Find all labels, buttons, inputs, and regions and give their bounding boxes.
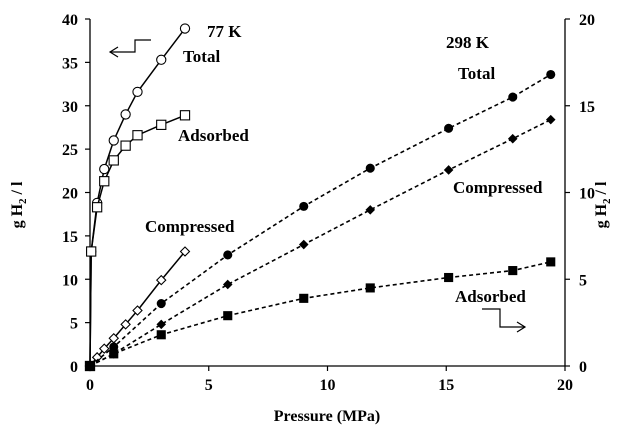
data-point-298k-compressed [545,114,556,125]
data-point-298k-adsorbed [508,266,518,276]
series-line-298k-compressed [89,118,552,367]
x-tick-label: 10 [320,377,336,394]
data-point-298k-total [444,123,454,133]
y-right-tick-label: 15 [579,99,595,116]
data-point-298k-adsorbed [546,257,556,267]
annotation-adsorbed-77k: Adsorbed [178,126,249,145]
data-point-298k-compressed [507,133,518,144]
data-point-298k-total [156,298,166,309]
data-point-77k-adsorbed [179,110,191,121]
y-axis-label-right: g H2 / l [593,181,613,228]
tick-labels: 0 5 10 15 20 0 5 10 15 20 25 30 35 40 0 5 10 15 20 [62,12,595,394]
y-left-tick-label: 15 [62,229,78,246]
data-point-298k-compressed [156,319,167,330]
data-point-77k-adsorbed [120,140,131,151]
y-axis-label-left-tail: / l [9,181,26,198]
series-layer [84,23,556,372]
y-axis-label-right-main: g H [593,203,610,228]
y-right-tick-label: 20 [579,12,595,29]
y-left-tick-label: 10 [62,272,78,289]
arrow-right-icon [482,308,527,333]
data-point-77k-total [99,163,110,175]
data-point-77k-compressed [120,319,131,330]
data-point-298k-compressed [365,205,376,215]
y-right-tick-label: 0 [579,359,587,376]
data-point-298k-compressed [222,279,233,290]
data-point-77k-adsorbed [156,119,167,130]
data-point-77k-total [120,109,131,120]
data-point-77k-adsorbed [108,155,119,166]
data-point-298k-total [299,201,309,211]
data-point-77k-adsorbed [132,130,143,141]
data-point-77k-compressed [98,343,110,354]
data-point-77k-total [156,54,167,65]
annotation-77k: 77 K [207,22,242,41]
series-298k-adsorbed [85,257,556,371]
data-point-77k-adsorbed [99,176,110,187]
data-point-77k-compressed [155,274,167,286]
y-axis-label-right-sub: 2 [601,198,613,204]
annotation-adsorbed-298k: Adsorbed [455,287,526,306]
series-298k-compressed [85,114,556,371]
x-tick-label: 0 [86,377,94,394]
annotation-compressed-298k: Compressed [453,178,543,197]
data-point-298k-total [223,250,233,260]
data-point-298k-compressed [443,165,454,175]
y-left-tick-label: 35 [62,55,78,72]
y-left-tick-label: 25 [62,142,78,159]
data-point-298k-adsorbed [156,330,166,340]
y-axis-label-left: g H2 / l [9,181,29,228]
annotation-298k: 298 K [446,33,490,52]
x-tick-label: 20 [557,377,573,394]
y-left-tick-label: 0 [70,359,78,376]
y-left-tick-label: 20 [62,186,78,203]
series-77k-total [84,23,191,372]
data-point-77k-compressed [132,305,143,316]
y-left-tick-label: 5 [70,316,78,333]
data-point-298k-adsorbed [444,272,454,283]
data-point-77k-total [179,23,191,34]
y-left-tick-label: 40 [62,12,78,29]
annotation-total-298k: Total [458,64,495,83]
y-right-tick-label: 5 [579,272,587,289]
y-axis-label-left-sub: 2 [17,198,29,204]
y-axis-label-left-main: g H [9,203,26,228]
data-point-298k-adsorbed [85,361,95,371]
data-point-77k-total [132,86,143,98]
data-point-298k-total [508,92,518,102]
data-point-77k-compressed [179,246,191,257]
data-point-77k-adsorbed [91,202,103,213]
series-line-77k-adsorbed [89,114,186,367]
arrow-left-icon [108,39,151,58]
data-point-298k-adsorbed [365,283,375,293]
data-point-298k-total [546,69,556,80]
series-77k-adsorbed [84,110,191,372]
x-tick-label: 5 [205,377,213,394]
y-axis-label-right-tail: / l [593,181,610,198]
data-point-298k-adsorbed [109,349,119,359]
annotation-total-77k: Total [183,47,220,66]
data-point-298k-total [365,163,375,173]
data-point-77k-adsorbed [86,246,97,257]
y-left-tick-label: 30 [62,99,78,116]
data-point-298k-adsorbed [223,311,233,321]
series-298k-total [85,69,556,371]
annotation-compressed-77k: Compressed [145,217,235,236]
data-point-77k-total [108,135,119,146]
series-77k-compressed [84,246,191,372]
data-point-298k-adsorbed [299,293,309,303]
x-tick-label: 15 [438,377,454,394]
data-point-298k-compressed [298,239,309,250]
y-right-tick-label: 10 [579,186,595,203]
x-axis-label: Pressure (MPa) [274,408,380,425]
